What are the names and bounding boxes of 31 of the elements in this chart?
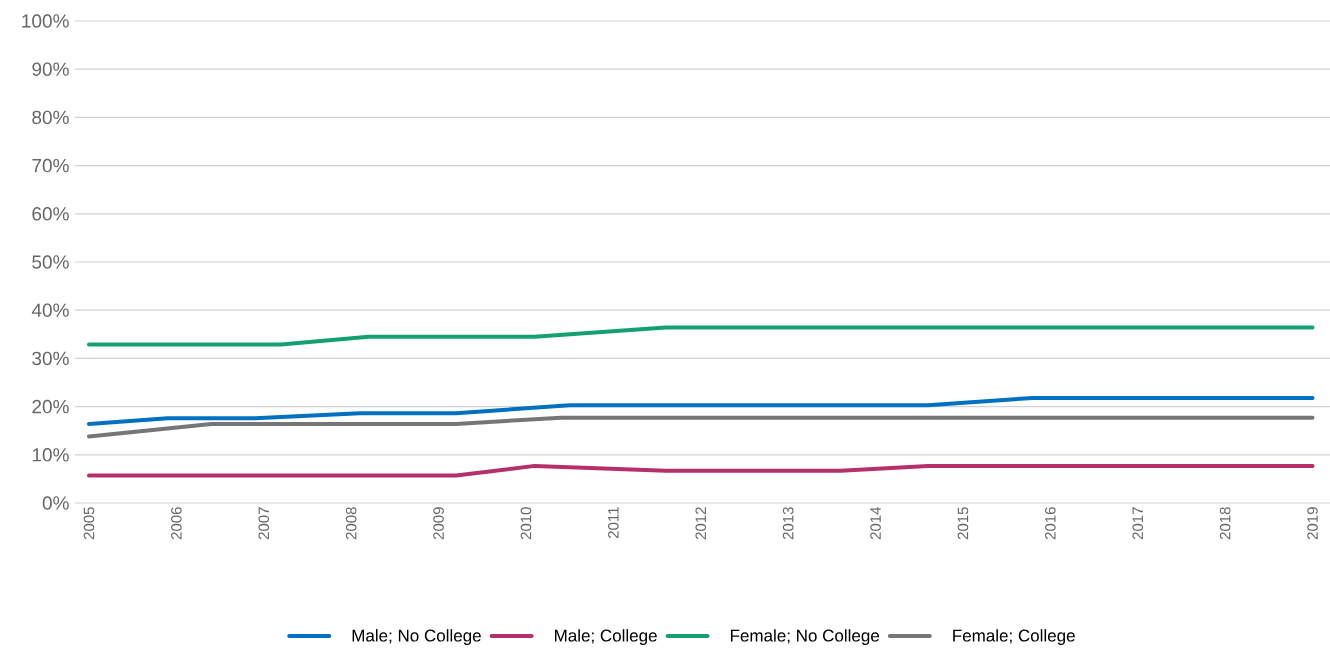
line-series <box>86 395 1315 426</box>
y-tick-label: 10% <box>32 448 69 462</box>
y-tick-label: 0% <box>42 496 69 510</box>
legend-label: Male; No College <box>352 629 481 645</box>
y-tick-label: 50% <box>32 255 69 269</box>
y-tick-label: 70% <box>32 158 69 173</box>
x-tick-label: 2015 <box>957 507 969 540</box>
x-tick-label: 2018 <box>1219 507 1231 540</box>
x-tick-label: 2011 <box>608 507 619 539</box>
x-tick-label: 2009 <box>433 507 444 540</box>
legend-label: Female; No College <box>730 629 880 645</box>
x-tick-label: 2019 <box>1307 507 1318 540</box>
y-tick-label: 30% <box>32 351 69 366</box>
x-tick-label: 2014 <box>870 506 881 540</box>
legend-label: Male; College <box>555 629 657 645</box>
y-tick-label: 60% <box>32 207 69 221</box>
y-tick-label: 90% <box>32 62 69 76</box>
x-tick-label: 2013 <box>782 507 794 540</box>
x-tick-label: 2012 <box>695 507 707 540</box>
x-tick-label: 2010 <box>520 507 532 540</box>
x-tick-label: 2005 <box>83 507 95 540</box>
y-tick-label: 40% <box>31 303 69 317</box>
y-tick-label: 100% <box>22 14 69 28</box>
x-tick-label: 2007 <box>258 507 270 540</box>
y-tick-label: 80% <box>32 110 69 125</box>
x-tick-label: 2016 <box>1045 507 1056 540</box>
y-tick-label: 20% <box>32 399 69 414</box>
x-tick-label: 2006 <box>171 507 182 540</box>
x-tick-label: 2017 <box>1132 507 1144 540</box>
legend-label: Female; College <box>953 629 1075 645</box>
x-tick-label: 2008 <box>345 507 357 540</box>
